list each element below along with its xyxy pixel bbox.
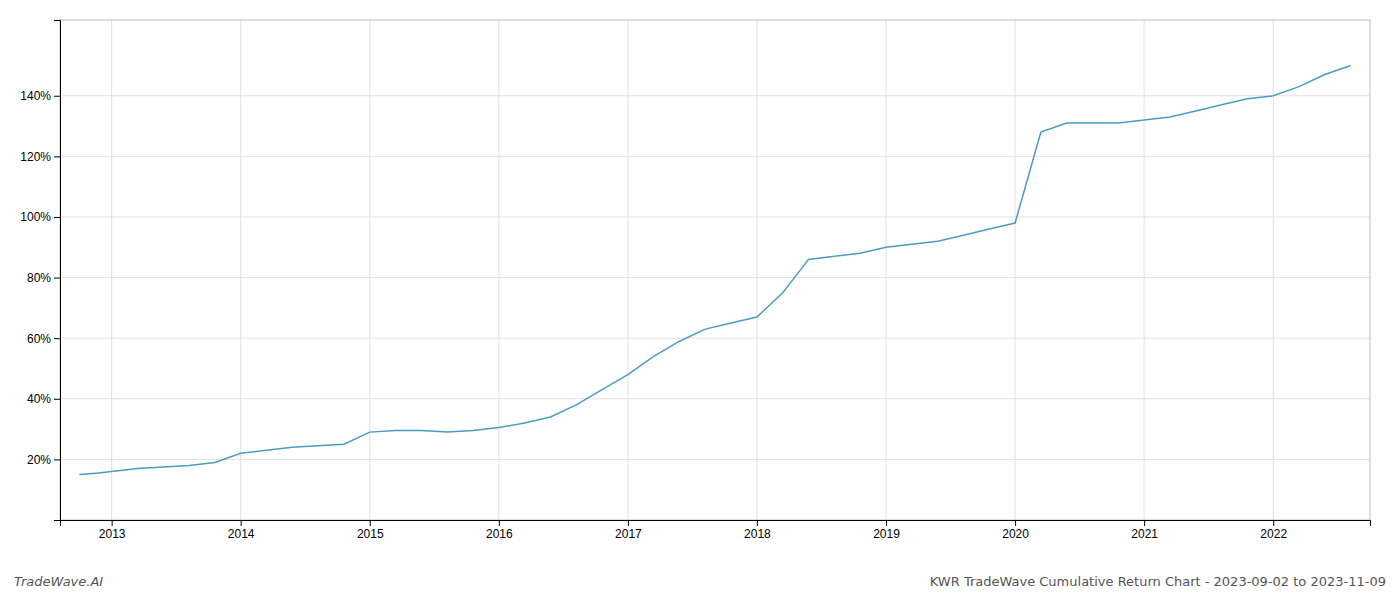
x-tick: 2017	[615, 520, 642, 541]
x-tick: 2020	[1002, 520, 1029, 541]
x-tick: 2015	[357, 520, 384, 541]
x-tick-mark	[1015, 520, 1016, 526]
x-tick-label: 2013	[99, 527, 126, 541]
x-tick-mark	[757, 520, 758, 526]
y-axis: 20% 40% 60% 80% 100% 120% 140%	[20, 21, 60, 521]
grid-line-y	[60, 95, 1370, 96]
grid-line-x	[1144, 20, 1145, 520]
plot-frame	[60, 20, 1370, 520]
y-axis-line	[54, 21, 61, 521]
y-tick-label: 20%	[27, 453, 51, 467]
title: KWR TradeWave Cumulative Return Chart - …	[930, 574, 1386, 589]
x-tick-label: 2022	[1260, 527, 1287, 541]
grid-line-y	[60, 398, 1370, 399]
y-tick: 120%	[20, 150, 60, 164]
x-tick-mark	[112, 520, 113, 526]
grid-line-x	[627, 20, 628, 520]
grid-line-y	[60, 156, 1370, 157]
grid-line-x	[1015, 20, 1016, 520]
plot-area: 2013 2014 2015 2016 2017 2018 2019 2020 2021 2022…	[20, 20, 1370, 541]
grid-line-y	[60, 459, 1370, 460]
grid-line-x	[240, 20, 241, 520]
y-tick-label: 60%	[27, 332, 51, 346]
grid-line-x	[498, 20, 499, 520]
x-tick-mark	[499, 520, 500, 526]
x-tick-label: 2018	[744, 527, 771, 541]
y-tick: 100%	[20, 210, 60, 224]
x-tick: 2016	[486, 520, 513, 541]
grid-line-x	[756, 20, 757, 520]
y-tick-mark	[54, 338, 60, 339]
x-tick-mark	[1273, 520, 1274, 526]
x-tick-mark	[241, 520, 242, 526]
x-tick-mark	[370, 520, 371, 526]
y-tick: 20%	[27, 453, 60, 467]
marks	[79, 65, 1350, 474]
y-tick-label: 100%	[20, 210, 51, 224]
x-tick-mark	[628, 520, 629, 526]
y-tick-mark	[54, 96, 60, 97]
x-tick-label: 2015	[357, 527, 384, 541]
chart: 2013 2014 2015 2016 2017 2018 2019 2020 2021 2022…	[0, 0, 1400, 600]
grid-line-y	[60, 338, 1370, 339]
y-tick-mark	[54, 217, 60, 218]
grid	[60, 20, 1370, 520]
x-tick: 2022	[1260, 520, 1287, 541]
x-tick: 2021	[1131, 520, 1158, 541]
x-tick-mark	[1144, 520, 1145, 526]
y-tick: 60%	[27, 332, 60, 346]
y-tick-mark	[54, 399, 60, 400]
grid-line-y	[60, 216, 1370, 217]
y-tick: 80%	[27, 271, 60, 285]
x-tick-label: 2019	[873, 527, 900, 541]
x-tick: 2018	[744, 520, 771, 541]
y-tick: 40%	[27, 392, 60, 406]
y-tick-label: 40%	[27, 392, 51, 406]
x-axis-line	[61, 521, 1371, 527]
y-tick: 140%	[20, 89, 60, 103]
x-tick-mark	[886, 520, 887, 526]
x-tick-label: 2020	[1002, 527, 1029, 541]
grid-line-x	[369, 20, 370, 520]
x-tick: 2014	[228, 520, 255, 541]
x-tick-label: 2014	[228, 527, 255, 541]
y-tick-mark	[54, 278, 60, 279]
line	[79, 65, 1350, 474]
y-tick-mark	[54, 459, 60, 460]
x-axis: 2013 2014 2015 2016 2017 2018 2019 2020 2021 2022	[61, 520, 1371, 541]
x-tick-label: 2016	[486, 527, 513, 541]
x-tick-label: 2017	[615, 527, 642, 541]
x-tick: 2013	[99, 520, 126, 541]
y-tick-label: 120%	[20, 150, 51, 164]
y-tick-label: 140%	[20, 89, 51, 103]
grid-line-x	[111, 20, 112, 520]
annotation: TradeWave.AI	[14, 574, 103, 589]
y-tick-label: 80%	[27, 271, 51, 285]
grid-line-x	[886, 20, 887, 520]
x-tick: 2019	[873, 520, 900, 541]
grid-line-y	[60, 277, 1370, 278]
x-tick-label: 2021	[1131, 527, 1158, 541]
y-tick-mark	[54, 156, 60, 157]
